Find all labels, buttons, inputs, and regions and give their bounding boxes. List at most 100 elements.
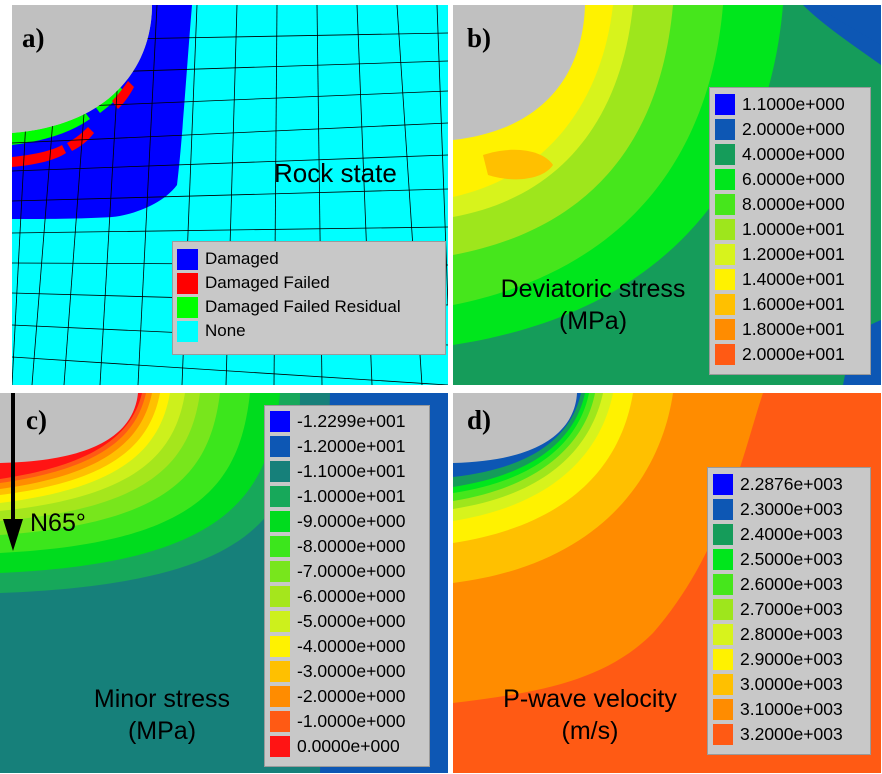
legend-label: -3.0000e+000 [297,661,406,681]
legend-label: 3.1000e+003 [740,699,843,719]
legend-label: -4.0000e+000 [297,636,406,656]
caption-title: P-wave velocity [503,685,677,713]
legend-swatch [177,321,198,342]
legend-label: 1.6000e+001 [742,294,845,314]
legend-label: -9.0000e+000 [297,511,406,531]
deviatoric-stress-caption: Deviatoric stress (MPa) [473,273,713,337]
deviatoric-stress-legend: 1.1000e+000 2.0000e+000 4.0000e+000 6.00… [709,87,871,375]
legend-label: -1.0000e+001 [297,486,406,506]
panel-label-d: d) [467,405,492,435]
legend-label: -1.1000e+001 [297,461,406,481]
legend-swatch [270,411,290,432]
legend-swatch [270,461,290,482]
legend-label: None [205,321,246,340]
legend-swatch [715,119,735,140]
legend-swatch [713,674,733,695]
legend-label: 1.1000e+000 [742,94,845,114]
legend-label: -1.2000e+001 [297,436,406,456]
panel-c-minor-stress: c) N65° Minor stress (MPa) -1.2299e+001 … [0,393,448,773]
minor-stress-legend: -1.2299e+001 -1.2000e+001 -1.1000e+001 -… [264,405,430,767]
legend-label: 2.0000e+000 [742,119,845,139]
panel-label-b: b) [467,23,492,53]
legend-swatch [270,486,290,507]
legend-swatch [177,249,198,270]
legend-label: 1.8000e+001 [742,319,845,339]
legend-item-damaged-failed: Damaged Failed [173,272,443,294]
legend-label: 2.6000e+003 [740,574,843,594]
legend-swatch [713,549,733,570]
minor-stress-contour [0,393,448,773]
legend-swatch [715,219,735,240]
legend-swatch [713,574,733,595]
legend-label: 2.8000e+003 [740,624,843,644]
legend-label: 2.5000e+003 [740,549,843,569]
legend-label: -6.0000e+000 [297,586,406,606]
legend-swatch [177,297,198,318]
legend-label: 1.4000e+001 [742,269,845,289]
legend-swatch [715,294,735,315]
caption-title: Minor stress [93,685,231,713]
legend-swatch [715,319,735,340]
legend-label: 1.0000e+001 [742,219,845,239]
legend-swatch [713,699,733,720]
legend-label: 2.4000e+003 [740,524,843,544]
legend-swatch [715,244,735,265]
legend-swatch [713,624,733,645]
legend-label: 2.0000e+001 [742,344,845,364]
legend-swatch [270,711,290,732]
legend-swatch [715,194,735,215]
legend-swatch [715,344,735,365]
legend-swatch [713,724,733,745]
legend-label: -7.0000e+000 [297,561,406,581]
legend-swatch [715,144,735,165]
legend-swatch [270,561,290,582]
caption-unit: (MPa) [558,307,628,335]
legend-swatch [270,536,290,557]
legend-swatch [715,169,735,190]
legend-swatch [270,436,290,457]
legend-label: 2.7000e+003 [740,599,843,619]
legend-label: Damaged [205,249,279,268]
panel-label-c: c) [26,405,47,435]
legend-label: 6.0000e+000 [742,169,845,189]
legend-label: 2.9000e+003 [740,649,843,669]
legend-swatch [713,499,733,520]
legend-label: -8.0000e+000 [297,536,406,556]
legend-swatch [713,649,733,670]
legend-swatch [715,94,735,115]
legend-label: Damaged Failed [205,273,330,292]
legend-swatch [270,636,290,657]
minor-stress-caption: Minor stress (MPa) [62,683,262,747]
legend-swatch [177,273,198,294]
rock-state-title: Rock state [274,158,397,188]
panel-b-deviatoric-stress: b) Deviatoric stress (MPa) 1.1000e+000 2… [453,5,881,385]
legend-label: 8.0000e+000 [742,194,845,214]
panel-d-p-wave-velocity: d) P-wave velocity (m/s) 2.2876e+003 2.3… [453,393,881,773]
legend-label: 2.3000e+003 [740,499,843,519]
legend-item-damaged: Damaged [173,248,443,270]
legend-swatch [270,736,290,757]
p-wave-velocity-legend: 2.2876e+003 2.3000e+003 2.4000e+003 2.50… [707,467,871,755]
legend-label: 3.0000e+003 [740,674,843,694]
legend-swatch [713,474,733,495]
legend-label: Damaged Failed Residual [205,297,401,316]
legend-swatch [270,661,290,682]
legend-item-damaged-failed-residual: Damaged Failed Residual [173,296,443,318]
p-wave-velocity-caption: P-wave velocity (m/s) [475,683,705,747]
legend-label: 2.2876e+003 [740,474,843,494]
panel-label-a: a) [22,23,45,53]
p-wave-velocity-contour [453,393,881,773]
legend-swatch [270,686,290,707]
legend-label: 4.0000e+000 [742,144,845,164]
legend-item-none: None [173,320,443,342]
legend-swatch [270,611,290,632]
legend-label: 1.2000e+001 [742,244,845,264]
legend-label: -1.0000e+000 [297,711,406,731]
panel-a-rock-state: a) Rock state Damaged Damaged Failed Dam… [12,5,448,385]
legend-swatch [270,511,290,532]
legend-swatch [715,269,735,290]
legend-label: -5.0000e+000 [297,611,406,631]
legend-label: -1.2299e+001 [297,411,406,431]
caption-unit: (MPa) [127,717,197,745]
legend-label: 0.0000e+000 [297,736,400,756]
